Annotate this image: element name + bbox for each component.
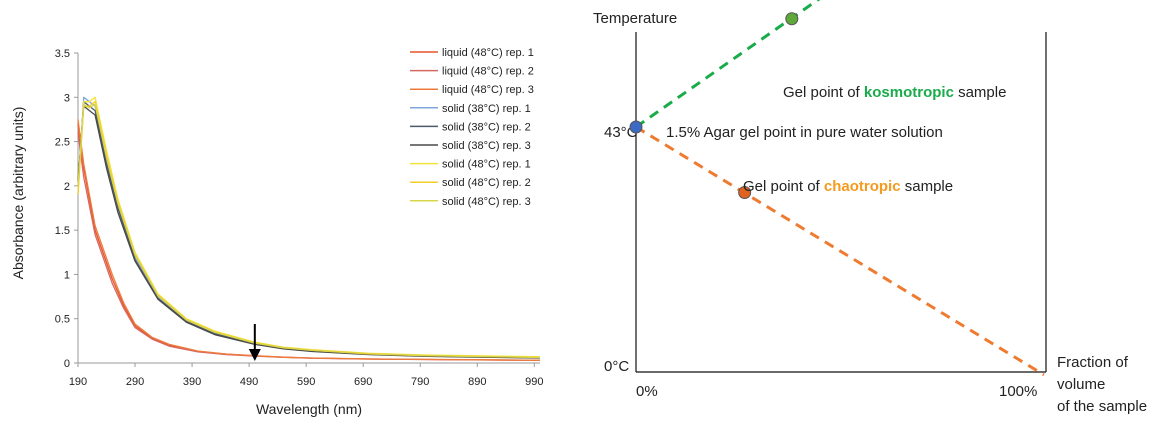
legend-label-2: liquid (48°C) rep. 2 xyxy=(442,66,534,78)
left-x-tick-label: 790 xyxy=(411,376,429,388)
right-dashed-lines xyxy=(635,0,1045,377)
legend-label-9: solid (48°C) rep. 3 xyxy=(442,196,531,208)
chaotropic-dashed-line xyxy=(635,125,1045,377)
left-y-tick-label: 0.5 xyxy=(55,314,70,326)
series-line-3 xyxy=(77,119,541,361)
series-line-7 xyxy=(77,96,541,358)
right-x-axis-title-line2: volume xyxy=(1057,376,1105,393)
chaotropic-keyword: chaotropic xyxy=(824,178,901,195)
left-x-tick-label: 690 xyxy=(354,376,372,388)
kosmotropic-label: Gel point of kosmotropic sample xyxy=(783,84,1006,101)
left-y-tick-label: 2 xyxy=(64,181,70,193)
left-x-axis-title: Wavelength (nm) xyxy=(256,401,362,417)
legend-label-6: solid (38°C) rep. 3 xyxy=(442,140,531,152)
left-x-ticks: 190 290 390 490 590 690 790 890 990 xyxy=(69,363,543,388)
pure-water-label: 1.5% Agar gel point in pure water soluti… xyxy=(666,124,943,141)
right-points xyxy=(629,12,799,200)
legend-label-1: liquid (48°C) rep. 1 xyxy=(442,47,534,59)
absorbance-chart: 0 0.5 1 1.5 2 2.5 3 3.5 190 290 390 490 590 690 790 89… xyxy=(10,47,543,417)
left-x-tick-label: 390 xyxy=(183,376,201,388)
left-y-tick-label: 3 xyxy=(64,92,70,104)
chao-gel-point-marker xyxy=(738,186,752,200)
left-y-axis-title: Absorbance (arbitrary units) xyxy=(10,107,26,280)
left-y-tick-label: 1 xyxy=(64,269,70,281)
arrow-head xyxy=(248,349,261,361)
pure-gel-point-marker xyxy=(629,120,643,134)
left-x-tick-label: 490 xyxy=(240,376,258,388)
left-x-tick-label: 290 xyxy=(126,376,144,388)
left-y-tick-label: 1.5 xyxy=(55,225,70,237)
left-x-tick-label: 890 xyxy=(468,376,486,388)
chaotropic-label: Gel point of chaotropic sample xyxy=(743,178,953,195)
legend-label-5: solid (38°C) rep. 2 xyxy=(442,121,531,133)
left-legend: liquid (48°C) rep. 1 liquid (48°C) rep. 2… xyxy=(410,47,534,208)
right-y-axis-title: Temperature xyxy=(593,10,677,27)
left-y-tick-label: 3.5 xyxy=(55,48,70,60)
right-x-axis-title-line3: of the sample xyxy=(1057,398,1147,415)
left-series-lines xyxy=(77,96,541,361)
kosmotropic-label-pre: Gel point of xyxy=(783,84,864,101)
left-y-ticks: 0 0.5 1 1.5 2 2.5 3 3.5 xyxy=(55,48,78,370)
chaotropic-label-pre: Gel point of xyxy=(743,178,824,195)
left-x-tick-label: 590 xyxy=(297,376,315,388)
kosmotropic-dashed-line xyxy=(635,0,821,129)
left-y-tick-label: 2.5 xyxy=(55,137,70,149)
series-line-4 xyxy=(77,96,541,359)
legend-label-4: solid (38°C) rep. 1 xyxy=(442,103,531,115)
down-arrow-annotation xyxy=(248,324,261,361)
kosmotropic-keyword: kosmotropic xyxy=(864,84,954,101)
legend-label-3: liquid (48°C) rep. 3 xyxy=(442,84,534,96)
right-y-tick-high: 43°C xyxy=(604,124,638,141)
right-x-tick-end: 100% xyxy=(999,383,1037,400)
left-y-tick-label: 0 xyxy=(64,358,70,370)
chaotropic-label-post: sample xyxy=(901,178,954,195)
right-x-axis-title-line1: Fraction of xyxy=(1057,354,1129,371)
left-x-tick-label: 190 xyxy=(69,376,87,388)
right-x-tick-start: 0% xyxy=(636,383,658,400)
legend-label-7: solid (48°C) rep. 1 xyxy=(442,159,531,171)
kosmotropic-label-post: sample xyxy=(954,84,1007,101)
legend-label-8: solid (48°C) rep. 2 xyxy=(442,177,531,189)
gel-point-diagram: Temperature 43°C 0°C 0% 100% Fraction of… xyxy=(593,0,1147,415)
kosmo-gel-point-marker xyxy=(785,12,799,26)
right-y-tick-low: 0°C xyxy=(604,358,629,375)
series-line-9 xyxy=(77,103,541,359)
left-x-tick-label: 990 xyxy=(525,376,543,388)
